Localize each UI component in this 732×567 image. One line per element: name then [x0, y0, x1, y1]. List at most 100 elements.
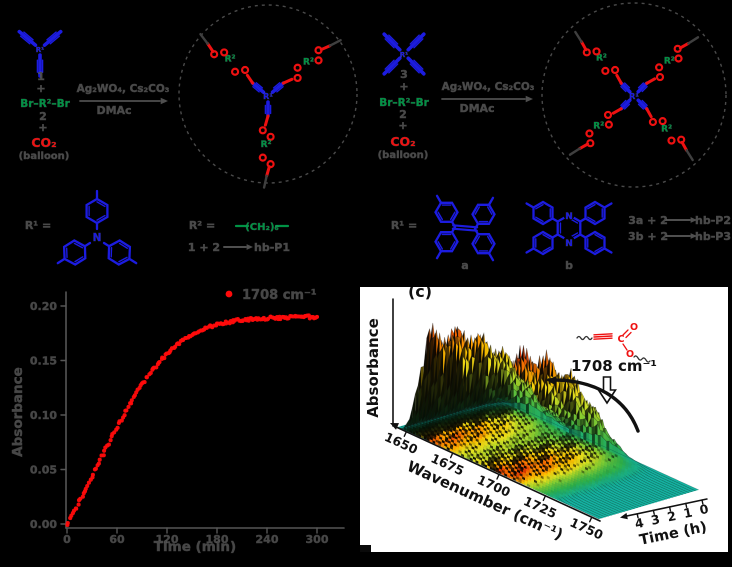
polymer-squiggle: [576, 335, 593, 341]
wavenumber-tick: [496, 473, 500, 480]
alkyne-bond: [413, 38, 424, 49]
surface-strip: [616, 487, 619, 490]
network-circle-right: R² R² R² R²: [541, 2, 727, 188]
y-tick-label: 0.00: [30, 518, 57, 531]
surface-strip: [505, 402, 509, 406]
surface-strip: [606, 490, 610, 493]
surface-strip: [448, 412, 452, 418]
polymer-squiggle: [633, 355, 651, 363]
waterfall-surface: [397, 322, 699, 520]
wavenumber-tick: [542, 495, 547, 502]
data-point: [93, 466, 98, 471]
conditions-solvent: DMAc: [96, 104, 131, 117]
surface-strip: [616, 485, 620, 488]
data-point: [162, 356, 167, 361]
surface-strip: [630, 472, 634, 477]
data-point: [102, 448, 107, 453]
panel-corner-artifact: [360, 545, 371, 552]
alkyne-bond: [406, 32, 426, 52]
polymer-network-boundary: [541, 2, 727, 188]
r1-definition-right: R¹ =: [391, 219, 417, 232]
surface-strip: [540, 411, 544, 422]
surface-strip: [445, 413, 449, 419]
carboxylate-oxygen: [240, 65, 250, 75]
carboxylate-oxygen: [655, 63, 664, 72]
surface-strip: [637, 464, 641, 469]
surface-strip: [474, 406, 478, 411]
carboxylate-oxygen: [266, 132, 275, 141]
surface-strip: [590, 492, 594, 495]
surface-strip: [638, 478, 642, 481]
carboxylate-oxygen: [314, 56, 323, 65]
surface-strip: [597, 487, 601, 491]
ethylene-bond: [451, 227, 478, 232]
surface-strip: [637, 468, 640, 473]
carbonyl-double-bond: [622, 329, 629, 336]
surface-strip: [577, 430, 581, 439]
surface-strip: [648, 473, 652, 476]
reaction-arrow-left: [79, 97, 168, 105]
ester-bond: [281, 77, 294, 85]
surface-strip: [433, 418, 436, 421]
carboxylate-oxygen: [293, 73, 302, 83]
aromatic-bond: [587, 203, 596, 210]
conditions-solvent: DMAc: [459, 102, 494, 115]
surface-strip: [649, 471, 652, 474]
surface-strip: [587, 495, 590, 498]
network-stub: [568, 147, 581, 156]
surface-strip: [471, 407, 475, 412]
reaction2-product: hb-P2: [695, 214, 731, 227]
data-point: [129, 398, 134, 403]
surface-strip: [474, 406, 478, 408]
surface-strip: [640, 468, 644, 472]
reaction3-reactants: 3b + 2: [628, 230, 668, 243]
methyl-stub: [487, 196, 495, 206]
spectrum-ridge-line: [452, 338, 654, 504]
surface-strip: [458, 411, 462, 413]
kinetics-legend-label: 1708 cm⁻¹: [242, 288, 317, 303]
carboxylate-oxygen: [585, 129, 594, 138]
surface-strip: [639, 476, 642, 479]
aromatic-bond: [118, 256, 128, 263]
kinetics-axes: 0 60 120 180 240 300 0.00 0.05 0.10 0.15 0.20: [30, 290, 345, 546]
balloon-label: (balloon): [378, 150, 429, 161]
surface-strip: [487, 402, 491, 405]
surface-strip: [567, 501, 571, 504]
alkyne-bond: [272, 82, 281, 89]
surface-strip: [461, 408, 465, 414]
network-core-left: R² R² R²: [199, 32, 342, 189]
tetraphenylpyrazine-structure: [525, 200, 613, 256]
aromatic-bond: [594, 233, 603, 240]
surface-strip: [574, 497, 578, 500]
arrow-head: [690, 233, 697, 239]
x-tick-label: 0: [63, 533, 71, 546]
surface-strip: [413, 422, 417, 429]
data-point: [90, 472, 95, 477]
data-point: [314, 314, 320, 319]
surface-strip: [410, 423, 413, 430]
alkyne-bond: [270, 81, 286, 94]
aromatic-bond: [437, 241, 444, 250]
data-point: [74, 506, 79, 511]
x-tick-label: 300: [306, 533, 329, 546]
r2-definition: R² =: [189, 219, 215, 232]
data-point: [65, 520, 70, 526]
ester-bond: [680, 140, 689, 152]
alkyne-bond: [252, 86, 260, 93]
surface-strip: [455, 412, 459, 414]
ester-bond: [579, 40, 588, 52]
data-point: [144, 375, 149, 380]
surface-strip: [574, 493, 578, 498]
network-core-right: R² R² R² R²: [568, 30, 700, 162]
network-stub: [262, 174, 268, 189]
alkyne-bond: [255, 82, 264, 89]
data-point: [129, 401, 134, 406]
alkyne-bond: [384, 38, 395, 49]
aromatic-bond: [437, 211, 444, 221]
surface-strip: [606, 441, 610, 452]
carboxylate-oxygen: [610, 65, 620, 75]
surface-strip: [577, 498, 581, 501]
axis-arrow: [390, 423, 399, 430]
ester-bond: [245, 73, 255, 85]
